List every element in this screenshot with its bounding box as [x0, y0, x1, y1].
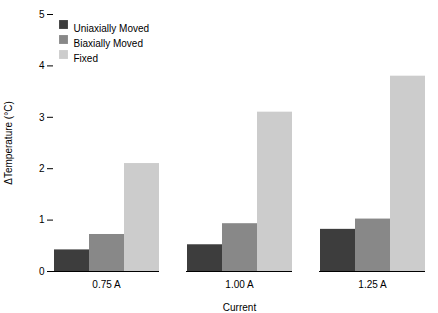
svg-text:5: 5 [39, 9, 45, 20]
svg-text:1.00 A: 1.00 A [225, 279, 254, 290]
svg-text:2: 2 [39, 163, 45, 174]
svg-text:Fixed: Fixed [74, 53, 98, 64]
svg-text:0: 0 [39, 266, 45, 277]
svg-text:Current: Current [223, 302, 257, 313]
svg-text:ΔTemperature (°C): ΔTemperature (°C) [3, 101, 14, 184]
svg-text:Biaxially Moved: Biaxially Moved [74, 38, 143, 49]
svg-text:Uniaxially Moved: Uniaxially Moved [74, 23, 150, 34]
svg-text:3: 3 [39, 112, 45, 123]
svg-text:0.75 A: 0.75 A [92, 279, 121, 290]
svg-text:1.25 A: 1.25 A [358, 279, 387, 290]
svg-text:4: 4 [39, 60, 45, 71]
svg-text:1: 1 [39, 214, 45, 225]
